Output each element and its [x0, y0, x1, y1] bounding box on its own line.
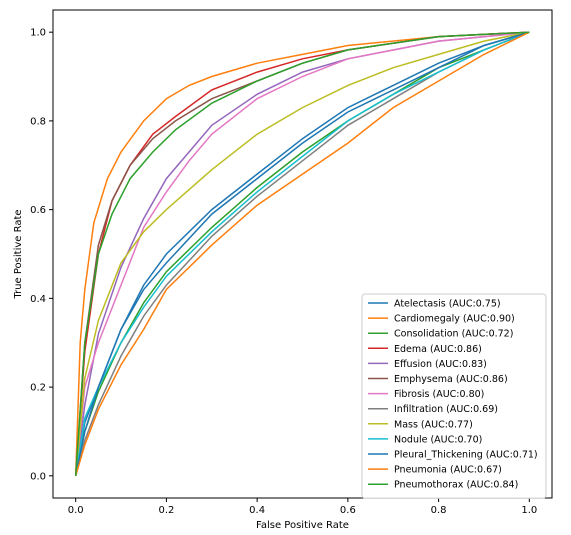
legend: Atelectasis (AUC:0.75) Cardiomegaly (AUC:… [361, 293, 547, 499]
y-tick-label: 0.4 [30, 294, 46, 305]
legend-entry: Emphysema (AUC:0.86) [394, 374, 508, 385]
roc-curve-1 [74, 31, 530, 476]
roc-curve-11 [74, 31, 530, 477]
x-tick-label: 0.6 [340, 505, 356, 516]
legend-entry: Pleural_Thickening (AUC:0.71) [394, 450, 538, 461]
y-tick-label: 0.2 [30, 383, 46, 394]
roc-curve-6 [74, 31, 530, 476]
legend-entry: Cardiomegaly (AUC:0.90) [394, 314, 515, 325]
y-tick-label: 0.8 [30, 116, 46, 127]
legend-entry: Edema (AUC:0.86) [394, 344, 482, 355]
legend-entry: Atelectasis (AUC:0.75) [394, 299, 501, 310]
y-axis-label: True Positive Rate [13, 209, 24, 299]
legend-entry: Pneumothorax (AUC:0.84) [394, 480, 518, 491]
y-tick-label: 1.0 [30, 28, 46, 39]
roc-curve-9 [74, 31, 530, 476]
legend-entry: Fibrosis (AUC:0.80) [394, 389, 484, 400]
x-axis-label: False Positive Rate [256, 520, 349, 531]
x-tick-label: 0.2 [158, 505, 174, 516]
x-tick-label: 0.4 [249, 505, 265, 516]
y-axis-ticks: 0.0 0.2 0.4 0.6 0.8 1.0 [30, 28, 53, 482]
roc-curve-12 [74, 31, 530, 476]
plot-frame [52, 9, 553, 499]
x-tick-label: 1.0 [521, 505, 537, 516]
y-tick-label: 0.0 [30, 471, 46, 482]
x-tick-label: 0.8 [431, 505, 447, 516]
roc-curve-8 [74, 31, 530, 476]
legend-entry: Mass (AUC:0.77) [394, 419, 473, 430]
roc-curves [74, 31, 530, 477]
legend-entry: Pneumonia (AUC:0.67) [394, 465, 502, 476]
x-axis-ticks: 0.0 0.2 0.4 0.6 0.8 1.0 [68, 498, 537, 516]
y-tick-label: 0.6 [30, 205, 46, 216]
legend-box [361, 293, 547, 499]
legend-entry: Effusion (AUC:0.83) [394, 359, 487, 370]
x-tick-label: 0.0 [68, 505, 84, 516]
roc-curve-10 [74, 31, 530, 476]
legend-entry: Infiltration (AUC:0.69) [394, 404, 498, 415]
legend-entry: Nodule (AUC:0.70) [394, 434, 482, 445]
legend-entry: Consolidation (AUC:0.72) [394, 329, 513, 340]
